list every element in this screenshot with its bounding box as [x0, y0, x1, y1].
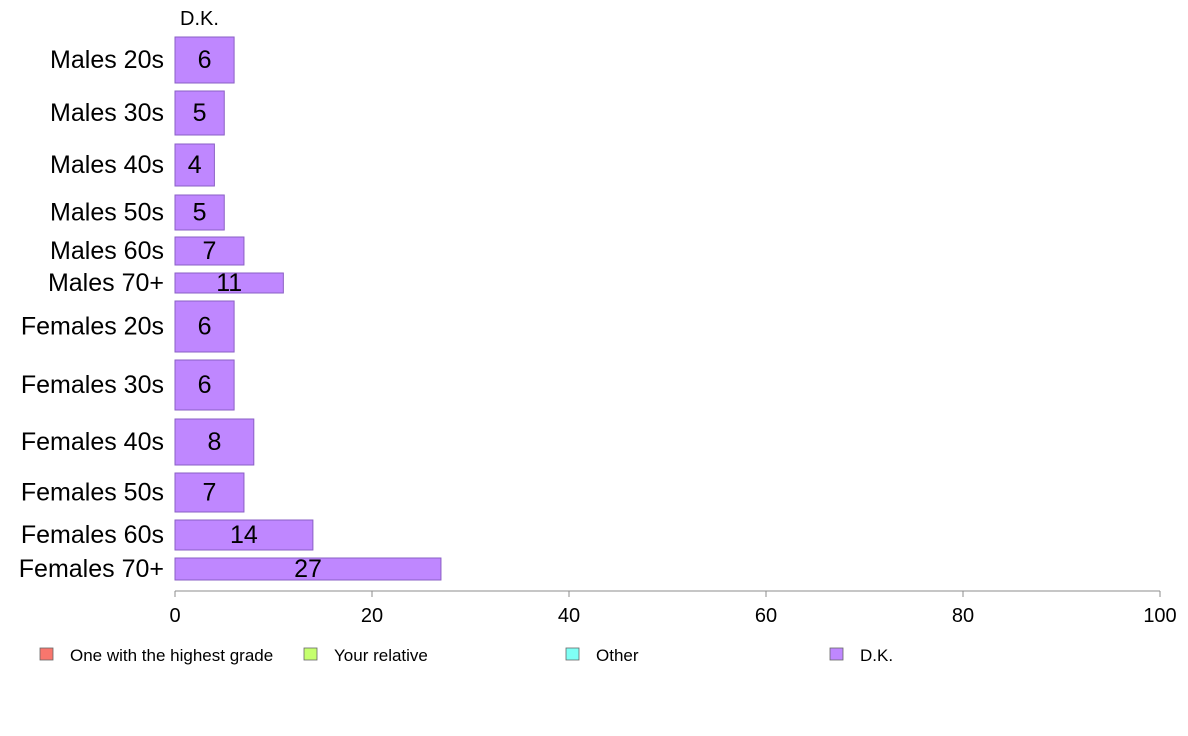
category-label: Females 60s [21, 521, 164, 549]
legend-swatch [565, 647, 580, 661]
category-label: Males 20s [50, 46, 164, 74]
bar-value-label: 6 [198, 371, 212, 399]
bar-value-label: 8 [207, 428, 221, 456]
bar-males-30s [174, 90, 225, 136]
category-label: Females 50s [21, 479, 164, 507]
category-label: Males 40s [50, 151, 164, 179]
x-axis: 0 20 40 60 80 100 [169, 590, 1177, 627]
category-label: Males 60s [50, 237, 164, 265]
bar-value-label: 7 [203, 479, 217, 507]
legend-label: Your relative [334, 646, 428, 665]
bar-value-label: 27 [294, 555, 322, 583]
category-label: Females 20s [21, 313, 164, 341]
x-tick-label: 40 [558, 605, 580, 627]
bar-value-label: 14 [230, 521, 258, 549]
x-tick-label: 80 [952, 605, 974, 627]
legend-swatch [39, 647, 54, 661]
category-label: Males 30s [50, 99, 164, 127]
bar-value-label: 6 [198, 46, 212, 74]
x-tick-label: 60 [755, 605, 777, 627]
bar-males-40s [174, 143, 215, 187]
legend-label: One with the highest grade [70, 646, 273, 665]
bar-value-label: 11 [216, 269, 242, 297]
x-tick-label: 0 [169, 605, 180, 627]
bar-males-50s [174, 194, 225, 231]
legend-label: Other [596, 646, 639, 665]
bar-value-label: 5 [193, 199, 207, 227]
bar-females-70- [174, 557, 442, 581]
bar-females-30s [174, 359, 235, 411]
panel-title: D.K. [180, 8, 219, 30]
bar-males-20s [174, 36, 235, 84]
category-label: Females 70+ [19, 555, 164, 583]
legend: One with the highest grade Your relative O… [39, 646, 893, 665]
bar-value-label: 7 [203, 237, 217, 265]
category-label: Males 50s [50, 199, 164, 227]
x-tick-label: 100 [1143, 605, 1176, 627]
bar-males-60s [174, 236, 245, 266]
bar-females-50s [174, 472, 245, 513]
category-label: Females 40s [21, 428, 164, 456]
bar-females-40s [174, 418, 255, 466]
legend-swatch [303, 647, 318, 661]
legend-label: D.K. [860, 646, 893, 665]
bar-value-label: 6 [198, 313, 212, 341]
bar-value-label: 4 [188, 151, 202, 179]
x-tick-label: 20 [361, 605, 383, 627]
legend-swatch [829, 647, 844, 661]
category-label: Females 30s [21, 371, 164, 399]
category-labels: Males 20s Males 30s Males 40s Males 50s Male… [19, 46, 164, 583]
bar-females-60s [174, 519, 314, 551]
bar-males-70- [174, 272, 284, 294]
bar-value-label: 5 [193, 99, 207, 127]
category-label: Males 70+ [48, 269, 164, 297]
bar-females-20s [174, 300, 235, 353]
